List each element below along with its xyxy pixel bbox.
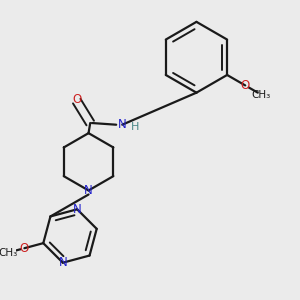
Text: O: O: [72, 93, 81, 106]
Text: O: O: [20, 242, 29, 255]
Text: N: N: [73, 203, 82, 216]
Text: N: N: [58, 256, 67, 269]
Text: CH₃: CH₃: [252, 90, 271, 100]
Text: H: H: [131, 122, 139, 132]
Text: O: O: [241, 79, 250, 92]
Text: N: N: [118, 118, 127, 131]
Text: N: N: [84, 184, 93, 197]
Text: CH₃: CH₃: [0, 248, 18, 258]
